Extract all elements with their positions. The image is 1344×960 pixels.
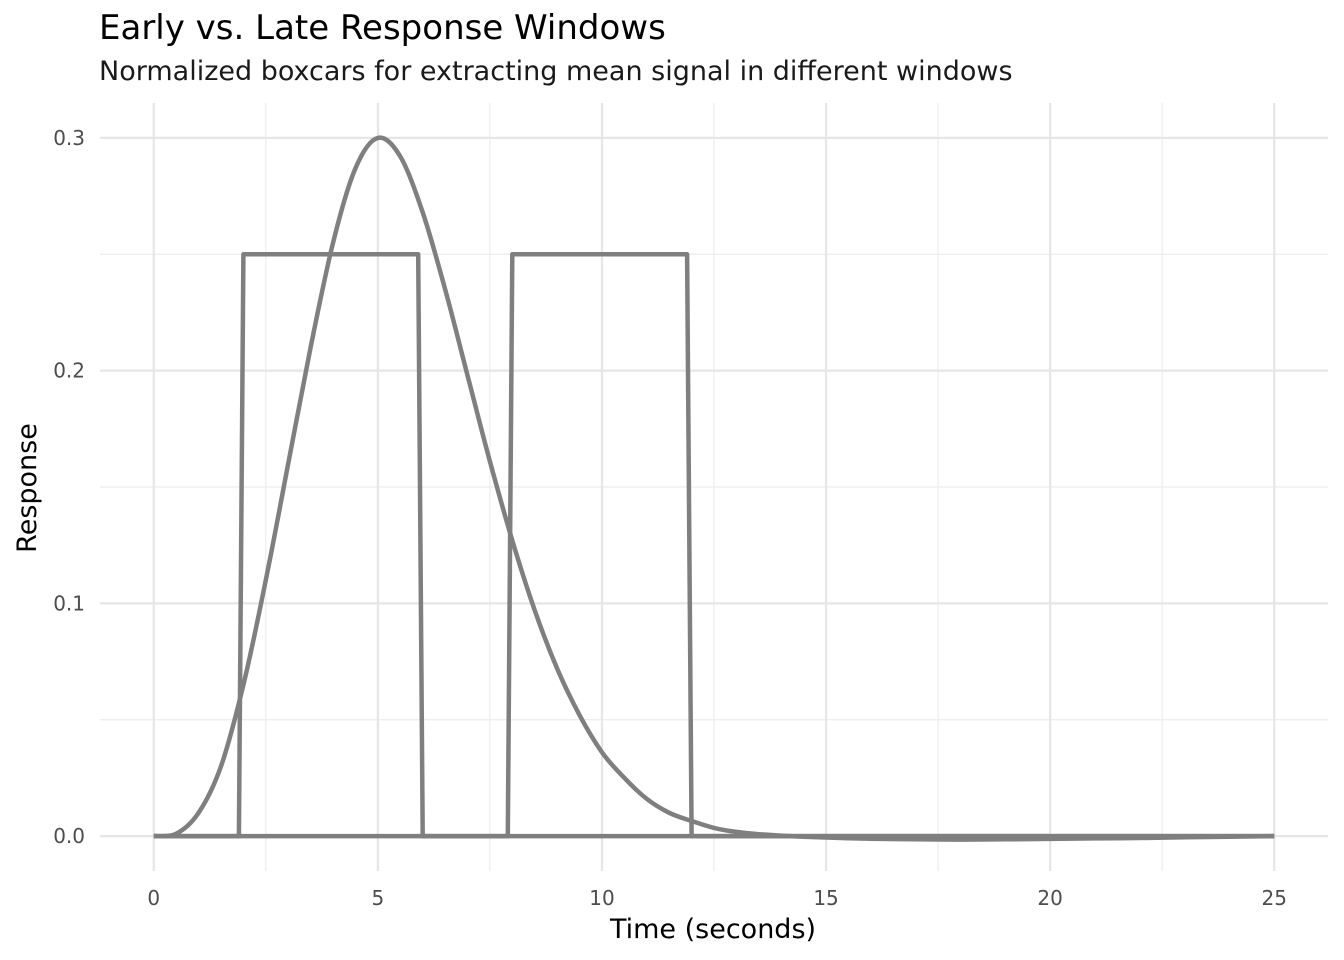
x-tick-label: 0 xyxy=(147,886,160,910)
x-axis-title: Time (seconds) xyxy=(609,914,816,945)
y-axis-title: Response xyxy=(12,423,43,553)
x-tick-label: 5 xyxy=(372,886,385,910)
x-tick-label: 15 xyxy=(813,886,838,910)
y-tick-label: 0.0 xyxy=(53,824,85,848)
y-tick-labels: 0.0 0.1 0.2 0.3 xyxy=(53,126,85,848)
x-tick-label: 20 xyxy=(1037,886,1062,910)
y-tick-label: 0.2 xyxy=(53,359,85,383)
x-tick-label: 25 xyxy=(1261,886,1286,910)
chart-title: Early vs. Late Response Windows xyxy=(99,8,666,48)
x-tick-label: 10 xyxy=(589,886,614,910)
y-tick-label: 0.1 xyxy=(53,591,85,615)
late-boxcar-line xyxy=(153,252,1275,839)
x-tick-labels: 0 5 10 15 20 25 xyxy=(147,886,1287,910)
y-tick-label: 0.3 xyxy=(53,126,85,150)
response-curve-line xyxy=(153,135,1275,842)
chart-subtitle: Normalized boxcars for extracting mean s… xyxy=(99,56,1013,87)
series-lines xyxy=(153,135,1275,842)
